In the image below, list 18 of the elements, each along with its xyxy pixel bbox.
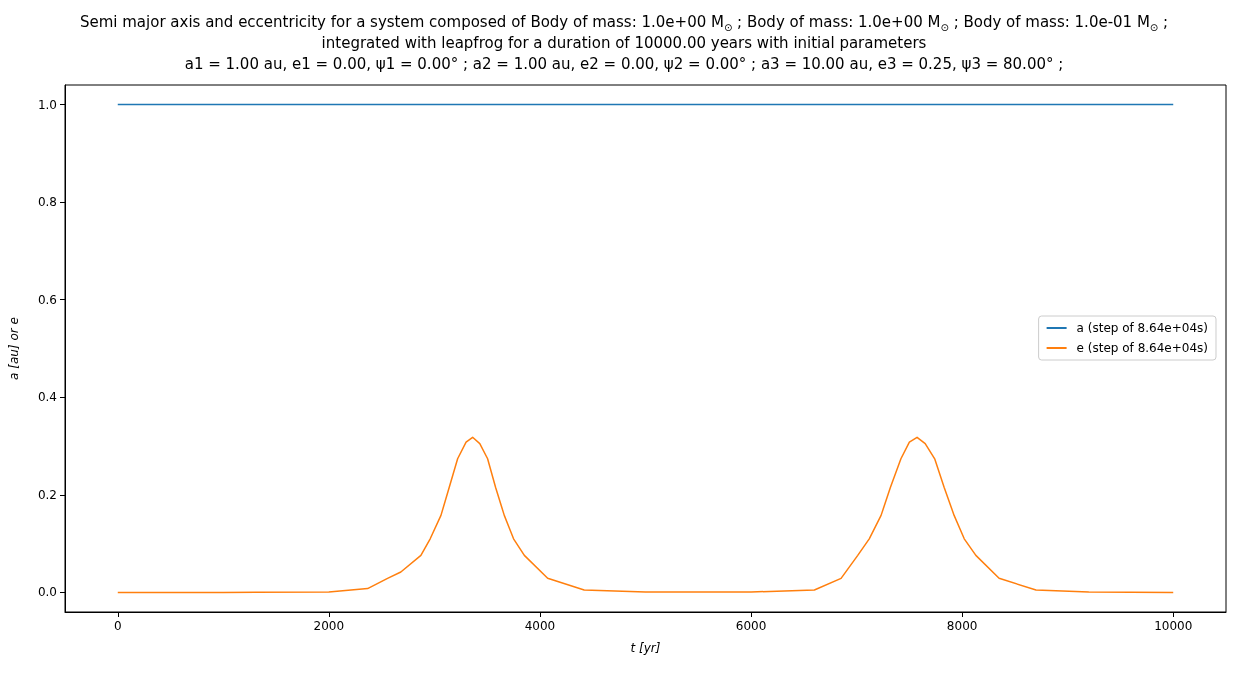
x-tick-label: 4000 bbox=[524, 619, 556, 633]
x-tick-label: 8000 bbox=[946, 619, 978, 633]
y-tick-label: 0.0 bbox=[37, 585, 57, 600]
x-axis-title: t [yr] bbox=[630, 641, 661, 655]
x-tick-label: 10000 bbox=[1154, 619, 1193, 633]
y-axis-title: a [au] or e bbox=[7, 317, 21, 380]
legend-label: a (step of 8.64e+04s) bbox=[1076, 321, 1208, 335]
x-tick-label: 6000 bbox=[735, 619, 767, 633]
legend-label: e (step of 8.64e+04s) bbox=[1076, 341, 1208, 355]
x-tick-label: 0 bbox=[113, 619, 122, 633]
y-tick-label: 0.2 bbox=[37, 487, 57, 502]
y-tick-label: 0.4 bbox=[37, 390, 57, 405]
x-tick-label: 2000 bbox=[313, 619, 345, 633]
y-tick-label: 0.6 bbox=[37, 292, 57, 307]
line-series bbox=[117, 436, 1174, 594]
y-tick-label: 0.8 bbox=[37, 195, 57, 210]
chart-title: Semi major axis and eccentricity for a system composed of Body of mass: 1.0e+00 M⊙ ; Body of mass: 1.0e+00 M⊙ ; Body of mass: 1.0e-01 M⊙ ; integrated with leapfrog for a duration of 10000.00 years with initial parameters a1 = 1.00 au, e1 = 0.00, ψ1 = 0.00° ; a2 = 1.00 au, e2 = 0.00, ψ2 = 0.00° ; a3 = 10.00 au, e3 = 0.25, ψ3 = 80.00° ; bbox=[79, 12, 1169, 73]
y-tick-label: 1.0 bbox=[37, 97, 57, 112]
